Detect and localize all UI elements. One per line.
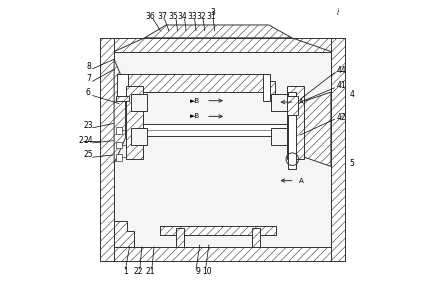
Bar xyxy=(269,81,274,98)
Text: 8: 8 xyxy=(86,62,91,71)
Text: 36: 36 xyxy=(145,12,155,21)
Text: 7: 7 xyxy=(86,74,91,83)
Bar xyxy=(115,141,122,148)
Polygon shape xyxy=(114,221,134,247)
Text: ►B: ►B xyxy=(190,98,200,104)
Text: 35: 35 xyxy=(168,12,178,21)
Bar xyxy=(114,52,330,247)
Bar xyxy=(286,96,298,115)
Bar xyxy=(125,86,142,159)
Bar xyxy=(100,247,344,261)
Text: 10: 10 xyxy=(202,267,212,276)
Text: 42: 42 xyxy=(336,113,346,122)
Bar xyxy=(115,154,122,161)
Bar xyxy=(288,92,296,169)
Text: 41: 41 xyxy=(336,81,346,90)
Bar xyxy=(115,96,129,101)
Text: 25: 25 xyxy=(83,150,93,159)
Text: ►B: ►B xyxy=(190,113,200,119)
Text: 3: 3 xyxy=(210,8,215,17)
Text: 6: 6 xyxy=(86,88,91,97)
Text: 33: 33 xyxy=(187,12,196,21)
Bar xyxy=(286,86,303,159)
Polygon shape xyxy=(297,92,330,166)
Bar xyxy=(160,226,276,235)
Text: 4: 4 xyxy=(349,90,353,99)
Text: 21: 21 xyxy=(145,267,155,276)
Text: 9: 9 xyxy=(195,267,200,276)
Text: 23: 23 xyxy=(83,121,93,130)
Text: 32: 32 xyxy=(196,12,206,21)
Polygon shape xyxy=(145,25,291,38)
Polygon shape xyxy=(114,59,125,164)
Text: 44: 44 xyxy=(336,66,346,75)
Text: 31: 31 xyxy=(206,12,216,21)
Bar xyxy=(115,127,122,133)
Bar xyxy=(117,74,128,101)
Text: 22: 22 xyxy=(133,267,142,276)
Bar xyxy=(262,74,269,101)
Bar xyxy=(176,228,184,247)
Bar xyxy=(330,38,344,261)
Text: A: A xyxy=(298,99,303,105)
Text: 34: 34 xyxy=(177,12,187,21)
Bar xyxy=(142,124,286,135)
Text: 1: 1 xyxy=(123,267,128,276)
Bar xyxy=(270,128,286,145)
Bar xyxy=(252,228,260,247)
Bar xyxy=(100,38,344,52)
Bar xyxy=(119,74,268,92)
Bar xyxy=(270,94,286,111)
Text: i: i xyxy=(335,8,338,17)
Text: 37: 37 xyxy=(157,12,166,21)
Text: A: A xyxy=(298,178,303,184)
Text: 2: 2 xyxy=(79,136,83,145)
Bar xyxy=(131,94,147,111)
Bar xyxy=(100,38,114,261)
Text: 5: 5 xyxy=(349,159,353,168)
Bar xyxy=(131,128,147,145)
Text: 24: 24 xyxy=(83,136,93,145)
